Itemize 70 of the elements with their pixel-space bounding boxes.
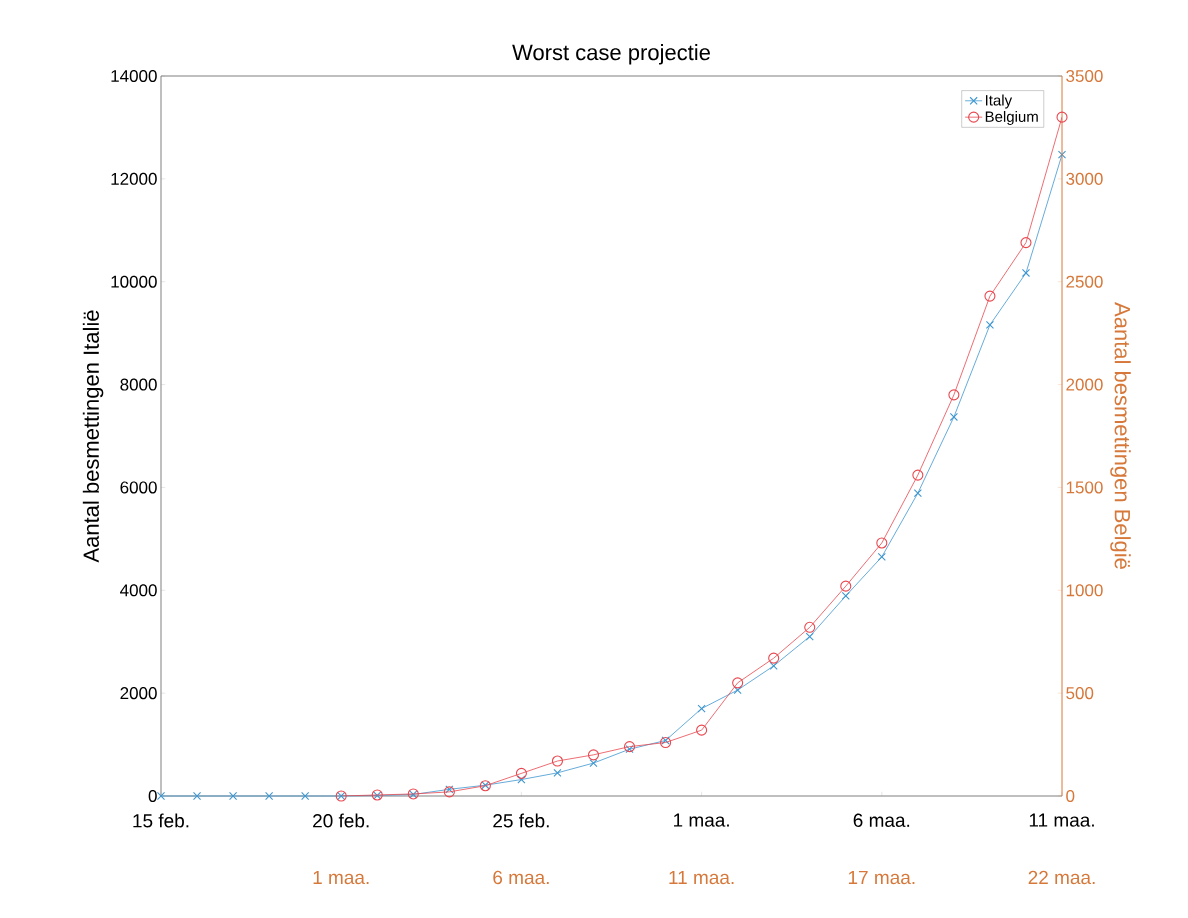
legend-label: Italy [985,94,1013,109]
text: 1 maa. [313,870,369,885]
point [589,759,598,768]
point [877,552,886,561]
point [301,791,310,801]
point [840,580,852,592]
y-tick-label: 12000 [111,172,157,185]
point [1056,111,1068,123]
point [1057,150,1067,159]
y2-tick-label: 1000 [1066,584,1103,597]
point [265,791,274,801]
point [1020,237,1032,249]
point [769,661,778,670]
y-tick-label: 2000 [120,687,157,700]
text: 6 maa. [493,870,549,885]
text: 17 maa. [848,870,915,885]
x-tick-label: 11 maa. [1029,813,1094,827]
y-axis-title: Aantal besmettingen Italië [82,310,104,563]
x-tick-label: 20 feb. [313,813,369,828]
point [912,469,924,481]
y2-tick-label: 2500 [1066,275,1103,288]
y-tick-label: 4000 [120,584,157,597]
point [985,320,995,329]
point [192,791,202,801]
point [733,685,742,695]
y2-tick-label: 0 [1066,789,1075,803]
point [876,537,888,549]
point [551,755,563,767]
y-tick-label: 8000 [120,378,157,391]
point [948,389,960,401]
legend-label: Belgium [985,110,1038,125]
y2-tick-label: 1500 [1066,481,1103,494]
point [841,591,850,601]
chart-title: Worst case projectie [512,44,710,65]
y-tick-label: 10000 [111,275,157,288]
point [229,791,238,801]
text: 11 maa. [669,870,734,885]
x-tick-label: 15 feb. [133,813,189,828]
y2-axis-title: Aantal besmettingen België [1110,302,1131,569]
point [445,785,454,794]
point [553,768,562,777]
point [804,621,816,633]
y2-tick-label: 2000 [1066,378,1103,391]
point [625,745,634,754]
point [949,412,958,422]
point [768,652,780,664]
point [805,632,814,641]
point [1021,268,1031,278]
y2-tick-label: 500 [1066,687,1094,700]
y-tick-label: 14000 [111,69,157,83]
point [913,489,922,498]
point [515,767,527,779]
point [697,704,706,713]
y-tick-label: 0 [148,789,157,803]
y2-tick-label: 3000 [1066,172,1103,185]
x-tick-label: 1 maa. [674,813,729,827]
point [696,724,708,736]
y-tick-label: 6000 [120,481,157,494]
point [443,786,455,798]
y2-tick-label: 3500 [1066,69,1103,83]
point [984,290,996,302]
point [587,749,600,761]
point [623,741,636,753]
point [661,736,670,745]
x-tick-label: 6 maa. [853,813,910,827]
point [660,736,672,749]
point [156,791,166,801]
x-tick-label: 25 feb. [493,813,549,828]
point [732,677,744,689]
text: 22 maa. [1028,870,1095,885]
